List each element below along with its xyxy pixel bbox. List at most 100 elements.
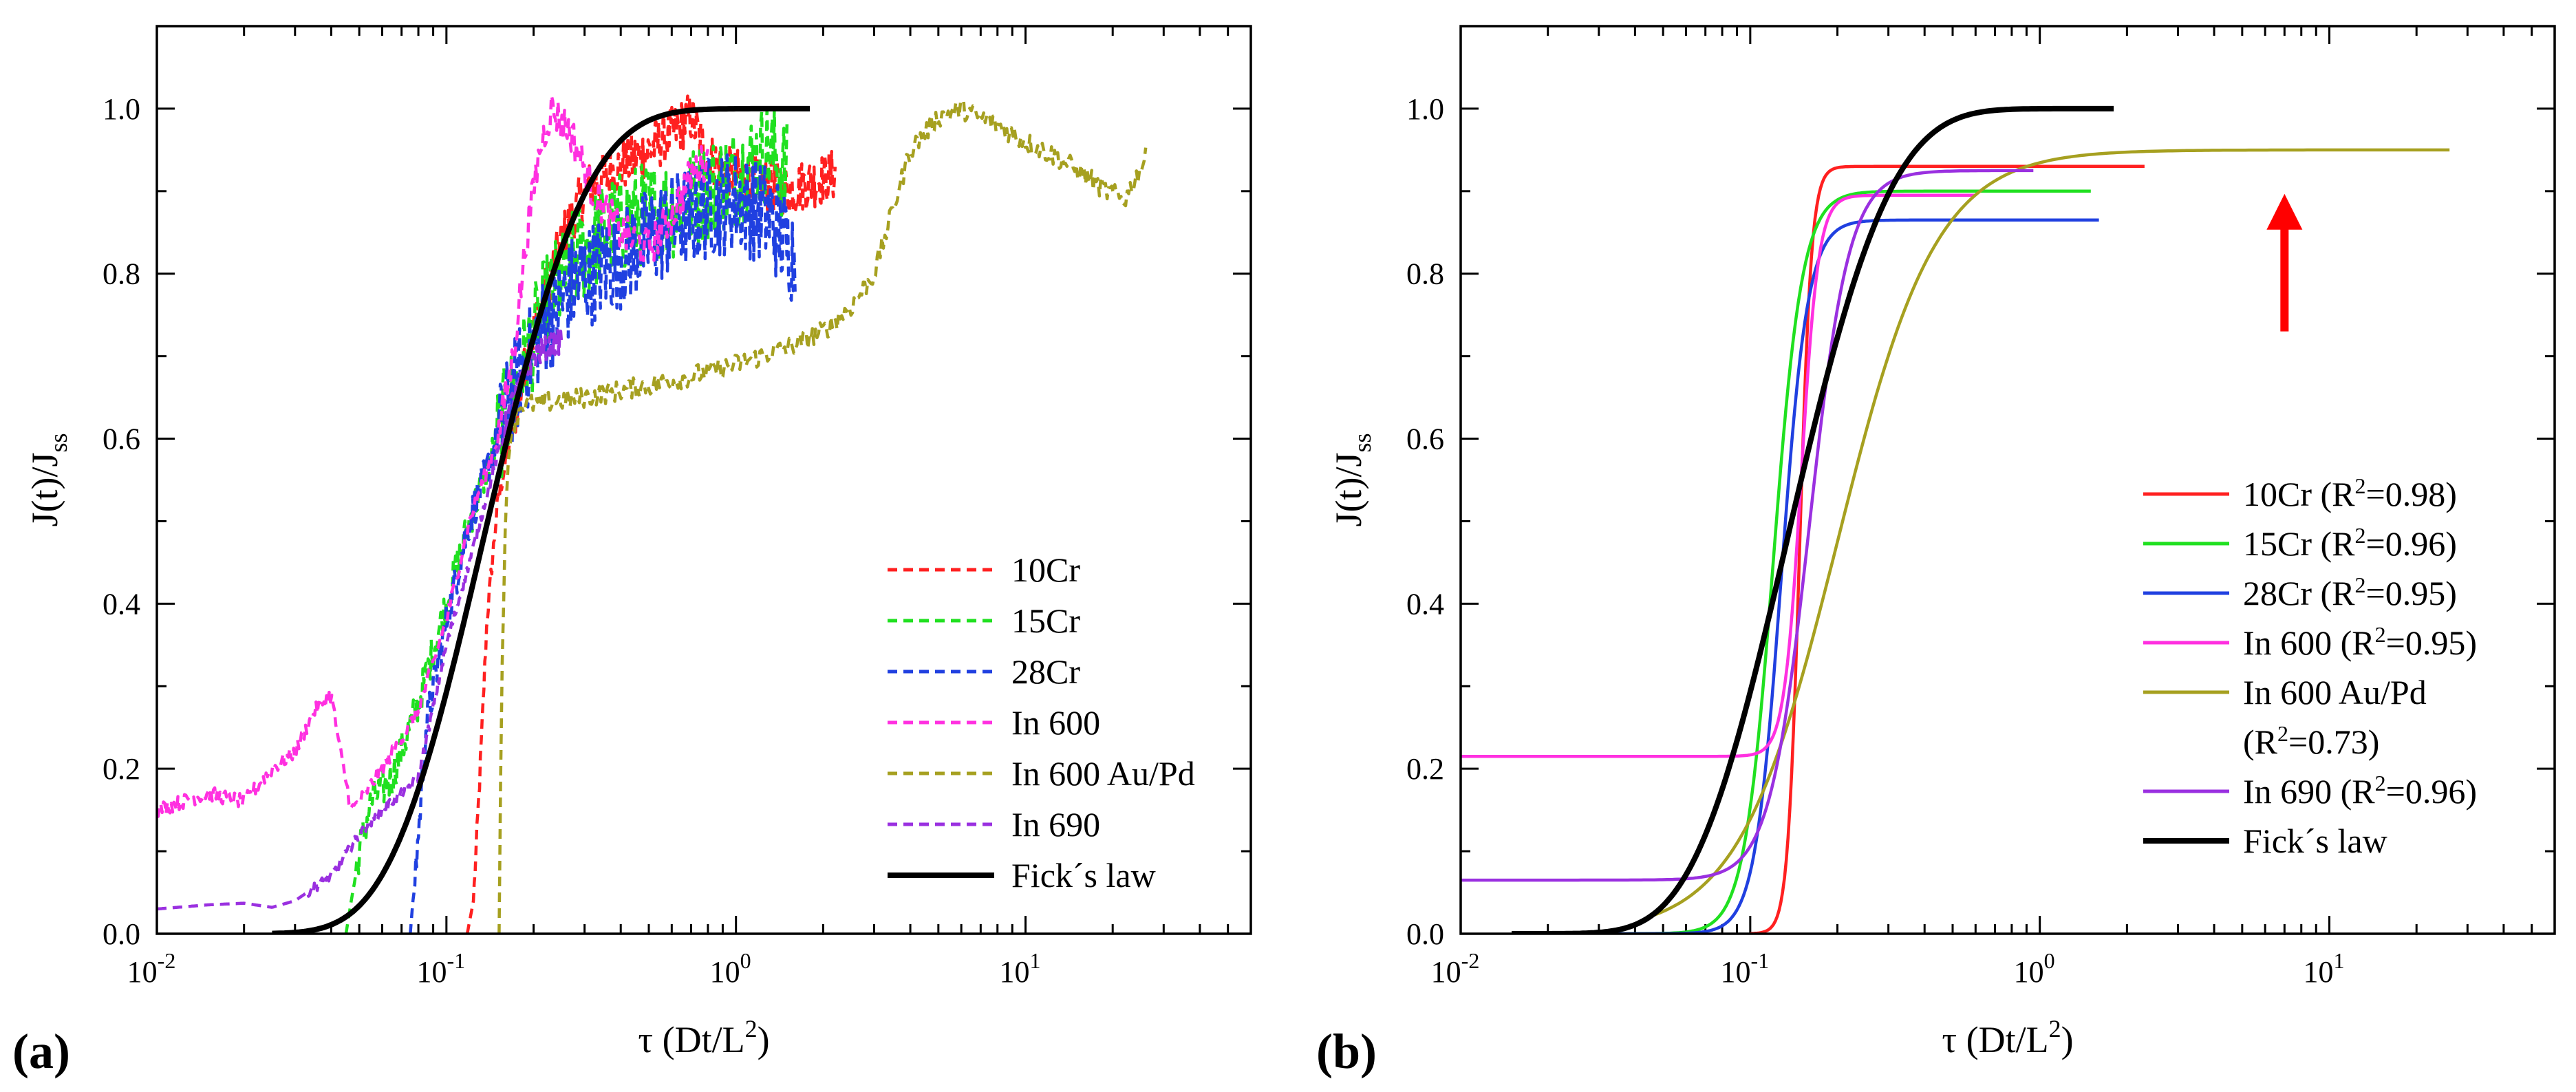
y-tick-label: 0.6 — [1406, 422, 1444, 456]
x-tick-exponent: 1 — [2334, 948, 2345, 973]
legend-entry: Fick´s law — [2243, 822, 2387, 860]
y-tick-label: 0.0 — [1406, 917, 1444, 951]
y-axis-label-main: J(t)/J — [24, 453, 65, 527]
x-tick-label: 10-1 — [417, 948, 466, 989]
y-tick-label: 0.2 — [103, 752, 140, 786]
x-tick-base: 10 — [417, 955, 447, 989]
series-line-28cr — [409, 153, 797, 934]
legend-entry-name: In 690 — [1011, 805, 1100, 844]
y-tick-label: 0.0 — [103, 917, 140, 951]
x-tick-base: 10 — [2304, 955, 2334, 989]
panel-label: (a) — [12, 1024, 70, 1079]
x-tick-base: 10 — [127, 955, 158, 989]
legend-entry-name: In 600 — [2243, 623, 2332, 662]
x-tick-label: 100 — [710, 948, 751, 989]
y-tick-label: 0.4 — [103, 587, 140, 621]
legend-entry: In 600 — [1011, 703, 1100, 742]
x-tick-label: 101 — [1000, 948, 1041, 989]
series-line-in-690 — [157, 327, 564, 911]
x-axis-label-tail: ) — [758, 1019, 770, 1060]
x-axis-label-main: τ (Dt/L — [638, 1019, 744, 1060]
legend-entry: In 600 Au/Pd — [2243, 673, 2427, 711]
legend-r2-sup: 2 — [2375, 622, 2386, 647]
legend-entry-name: 28Cr — [1011, 652, 1080, 691]
x-tick-label: 101 — [2304, 948, 2345, 989]
legend-entry-name: Fick´s law — [2243, 822, 2387, 860]
x-tick-exponent: 0 — [2044, 948, 2055, 973]
legend-space — [2312, 524, 2321, 563]
legend-entry: 15Cr (R2=0.96) — [2243, 523, 2457, 563]
legend-entry: 10Cr (R2=0.98) — [2243, 473, 2457, 513]
legend-entry: In 690 — [1011, 805, 1100, 844]
legend-r2: (R — [2321, 574, 2356, 612]
legend-entry-name: 15Cr — [2243, 524, 2312, 563]
legend-r2: (R — [2341, 623, 2376, 662]
legend-r2-val: =0.96) — [2386, 772, 2477, 811]
legend-entry: 10Cr — [1011, 550, 1080, 589]
y-axis-label-main: J(t)/J — [1328, 453, 1369, 527]
legend-entry: In 690 (R2=0.96) — [2243, 771, 2477, 811]
legend-entry-cont: (R2=0.73) — [2243, 721, 2379, 761]
legend-r2-sup: 2 — [2355, 523, 2366, 548]
x-tick-exponent: 1 — [1030, 948, 1041, 973]
legend-space — [2332, 623, 2341, 662]
x-axis-label-main: τ (Dt/L — [1942, 1019, 2048, 1060]
legend-r2-val: =0.73) — [2288, 722, 2379, 761]
legend-r2-sup: 2 — [2277, 721, 2288, 746]
legend-r2: (R — [2321, 524, 2356, 563]
legend-entry-name: Fick´s law — [1011, 856, 1156, 895]
series-line-in-600 — [1461, 193, 1976, 758]
legend-r2-sup: 2 — [2375, 771, 2386, 795]
legend-entry-name: In 690 — [2243, 772, 2332, 811]
y-tick-label: 0.4 — [1406, 587, 1444, 621]
x-axis-label-sup: 2 — [2049, 1015, 2061, 1042]
x-tick-base: 10 — [1431, 955, 1461, 989]
x-axis-label: τ (Dt/L2) — [638, 1015, 769, 1060]
legend-entry-name: 10Cr — [1011, 550, 1080, 589]
y-tick-label: 0.2 — [1406, 752, 1444, 786]
legend-entry-name: 15Cr — [1011, 601, 1080, 640]
y-tick-label: 1.0 — [1406, 92, 1444, 126]
legend-r2-val: =0.98) — [2366, 475, 2457, 513]
legend: 10Cr (R2=0.98)15Cr (R2=0.96)28Cr (R2=0.9… — [2143, 473, 2477, 860]
x-axis-label-tail: ) — [2061, 1019, 2074, 1060]
legend-r2-val: =0.95) — [2386, 623, 2477, 662]
legend-r2: (R — [2341, 772, 2376, 811]
x-tick-exponent: -2 — [158, 948, 176, 973]
series-line-fick-s-law — [1512, 105, 2114, 934]
legend-space — [2332, 772, 2341, 811]
series-line-10cr — [1750, 164, 2145, 934]
legend-r2: (R — [2321, 475, 2356, 513]
x-axis-label: τ (Dt/L2) — [1942, 1015, 2073, 1060]
legend-entry: 28Cr (R2=0.95) — [2243, 572, 2457, 612]
legend-r2-sup: 2 — [2355, 572, 2366, 597]
legend-r2: (R — [2243, 722, 2278, 761]
x-tick-exponent: 0 — [740, 948, 751, 973]
arrow-head — [2266, 193, 2303, 230]
x-tick-exponent: -1 — [1751, 948, 1770, 973]
plot-frame — [1459, 25, 2556, 935]
y-tick-label: 0.8 — [1406, 257, 1444, 291]
legend-entry-name: In 600 Au/Pd — [1011, 754, 1195, 793]
panel-label: (b) — [1316, 1024, 1377, 1079]
y-axis-label-sub: ss — [45, 433, 72, 452]
x-tick-label: 10-2 — [127, 948, 176, 989]
x-axis-label-sup: 2 — [745, 1015, 758, 1042]
legend-space — [2312, 475, 2321, 513]
y-axis-label: J(t)/Jss — [1328, 433, 1376, 526]
legend-entry-name: In 600 Au/Pd — [2243, 673, 2427, 711]
x-tick-base: 10 — [1000, 955, 1030, 989]
legend-entry-name: 10Cr — [2243, 475, 2312, 513]
series-line-15cr — [1547, 189, 2091, 934]
x-tick-base: 10 — [2014, 955, 2044, 989]
legend-space — [2312, 574, 2321, 612]
x-tick-label: 10-2 — [1431, 948, 1480, 989]
legend-entry-name: In 600 — [1011, 703, 1100, 742]
y-axis-label: J(t)/Jss — [24, 433, 72, 526]
series-line-in-690 — [1461, 169, 2034, 882]
legend-entry-name: 28Cr — [2243, 574, 2312, 612]
y-axis-label-sub: ss — [1349, 433, 1376, 452]
